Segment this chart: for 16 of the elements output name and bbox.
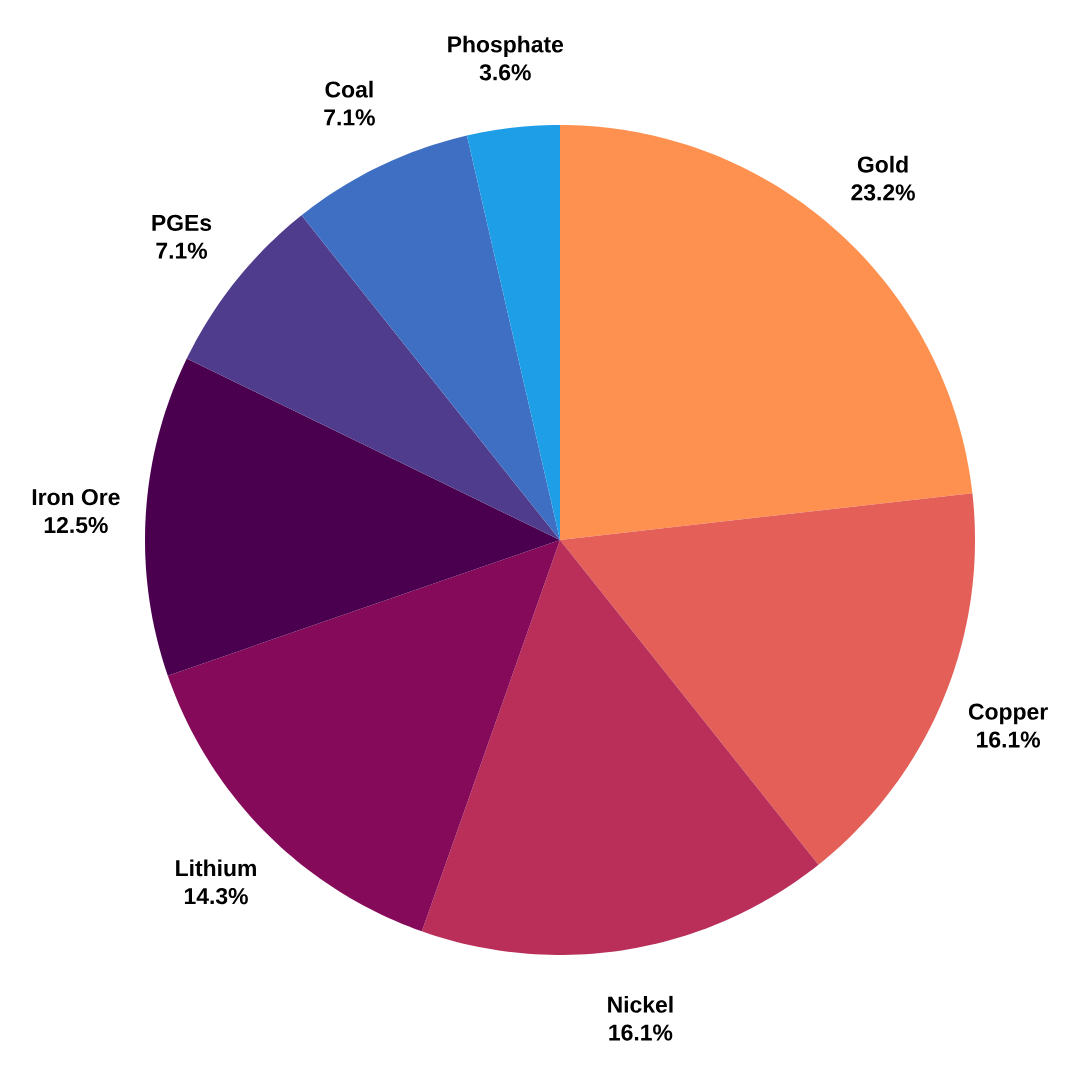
slice-label: PGEs [152, 214, 212, 231]
slice-label: Iron Ore [32, 489, 120, 506]
slice-label: Nickel [608, 995, 673, 1013]
slice-label: Coal [325, 80, 373, 98]
data-label: 7.1% [324, 109, 375, 126]
data-label: 3.6% [479, 64, 531, 81]
data-label: 23.2% [851, 184, 915, 201]
slice-label: Copper [968, 703, 1048, 725]
slice-label: Phosphate [448, 35, 564, 58]
data-label: 12.5% [44, 516, 108, 534]
data-label: 16.1% [609, 1024, 673, 1041]
slice-label: Lithium [176, 859, 256, 877]
data-label: 16.1% [977, 731, 1040, 748]
data-label: 7.1% [156, 242, 208, 259]
slice-label: Gold [857, 155, 908, 173]
data-label: 14.3% [184, 887, 248, 905]
